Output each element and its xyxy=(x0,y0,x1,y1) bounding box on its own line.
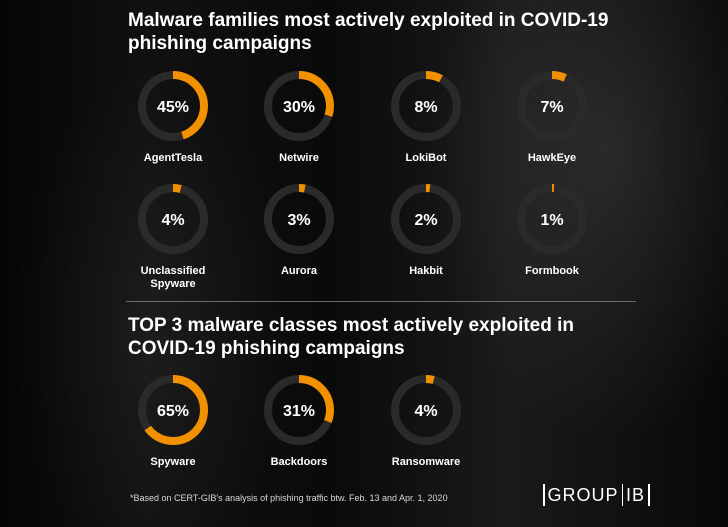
donut-label-backdoors: Backdoors xyxy=(271,456,328,468)
donut-formbook: 1% Formbook xyxy=(517,184,587,277)
donut-slice-formbook xyxy=(517,184,587,254)
donut-slice-aurora xyxy=(264,184,334,254)
donut-hakbit: 2% Hakbit xyxy=(391,184,461,277)
donut-ransomware: 4% Ransomware xyxy=(391,375,461,468)
donut-slice-spyware xyxy=(138,375,208,445)
logo-text-group: GROUP xyxy=(547,484,619,505)
donut-label-lokibot: LokiBot xyxy=(406,152,447,164)
donut-slice-hawkeye xyxy=(517,71,587,141)
donut-label-hawkeye: HawkEye xyxy=(528,152,576,164)
donut-slice-ransomware xyxy=(391,375,461,445)
logo-bar-right xyxy=(648,484,650,506)
group-ib-logo: GROUP IB xyxy=(540,484,653,506)
donut-slice-agenttesla xyxy=(138,71,208,141)
donut-slice-backdoors xyxy=(264,375,334,445)
donut-value-hakbit: 2% xyxy=(414,212,437,229)
donut-label-spyware: Spyware xyxy=(150,456,195,468)
donut-agenttesla: 45% AgentTesla xyxy=(138,71,208,164)
title-malware-classes: TOP 3 malware classes most actively expl… xyxy=(128,315,575,359)
donut-value-agenttesla: 45% xyxy=(157,99,189,116)
donut-label-hakbit: Hakbit xyxy=(409,265,443,277)
donut-aurora: 3% Aurora xyxy=(264,184,334,277)
logo-text-ib: IB xyxy=(626,484,646,505)
donut-label-ransomware: Ransomware xyxy=(392,456,460,468)
donut-slice-netwire xyxy=(264,71,334,141)
donut-lokibot: 8% LokiBot xyxy=(391,71,461,164)
donut-value-spyware: 65% xyxy=(157,403,189,420)
donut-unclassified-spyware: 4% Unclassified Spyware xyxy=(138,184,208,290)
donut-backdoors: 31% Backdoors xyxy=(264,375,334,468)
title-malware-families: Malware families most actively exploited… xyxy=(128,10,609,54)
donut-value-formbook: 1% xyxy=(540,212,563,229)
section-divider xyxy=(126,301,636,302)
donut-slice-hakbit xyxy=(391,184,461,254)
donut-label-netwire: Netwire xyxy=(279,152,319,164)
donut-label-formbook: Formbook xyxy=(525,265,580,277)
donut-slice-lokibot xyxy=(391,71,461,141)
donut-value-backdoors: 31% xyxy=(283,403,315,420)
donut-label-agenttesla: AgentTesla xyxy=(144,152,203,164)
donut-slice-unclassified-spyware xyxy=(138,184,208,254)
logo-bar-middle xyxy=(621,484,624,506)
donut-value-hawkeye: 7% xyxy=(540,99,563,116)
logo-bar-left xyxy=(543,484,545,506)
donut-value-ransomware: 4% xyxy=(414,403,437,420)
donut-label-aurora: Aurora xyxy=(281,265,318,277)
donut-value-lokibot: 8% xyxy=(414,99,437,116)
donut-spyware: 65% Spyware xyxy=(138,375,208,468)
donut-netwire: 30% Netwire xyxy=(264,71,334,164)
donut-value-netwire: 30% xyxy=(283,99,315,116)
donut-value-aurora: 3% xyxy=(287,212,310,229)
donut-hawkeye: 7% HawkEye xyxy=(517,71,587,164)
donut-label-unclassified-spyware: Unclassified Spyware xyxy=(141,265,206,290)
footnote: *Based on CERT-GIB's analysis of phishin… xyxy=(130,493,448,503)
donut-value-unclassified-spyware: 4% xyxy=(161,212,184,229)
